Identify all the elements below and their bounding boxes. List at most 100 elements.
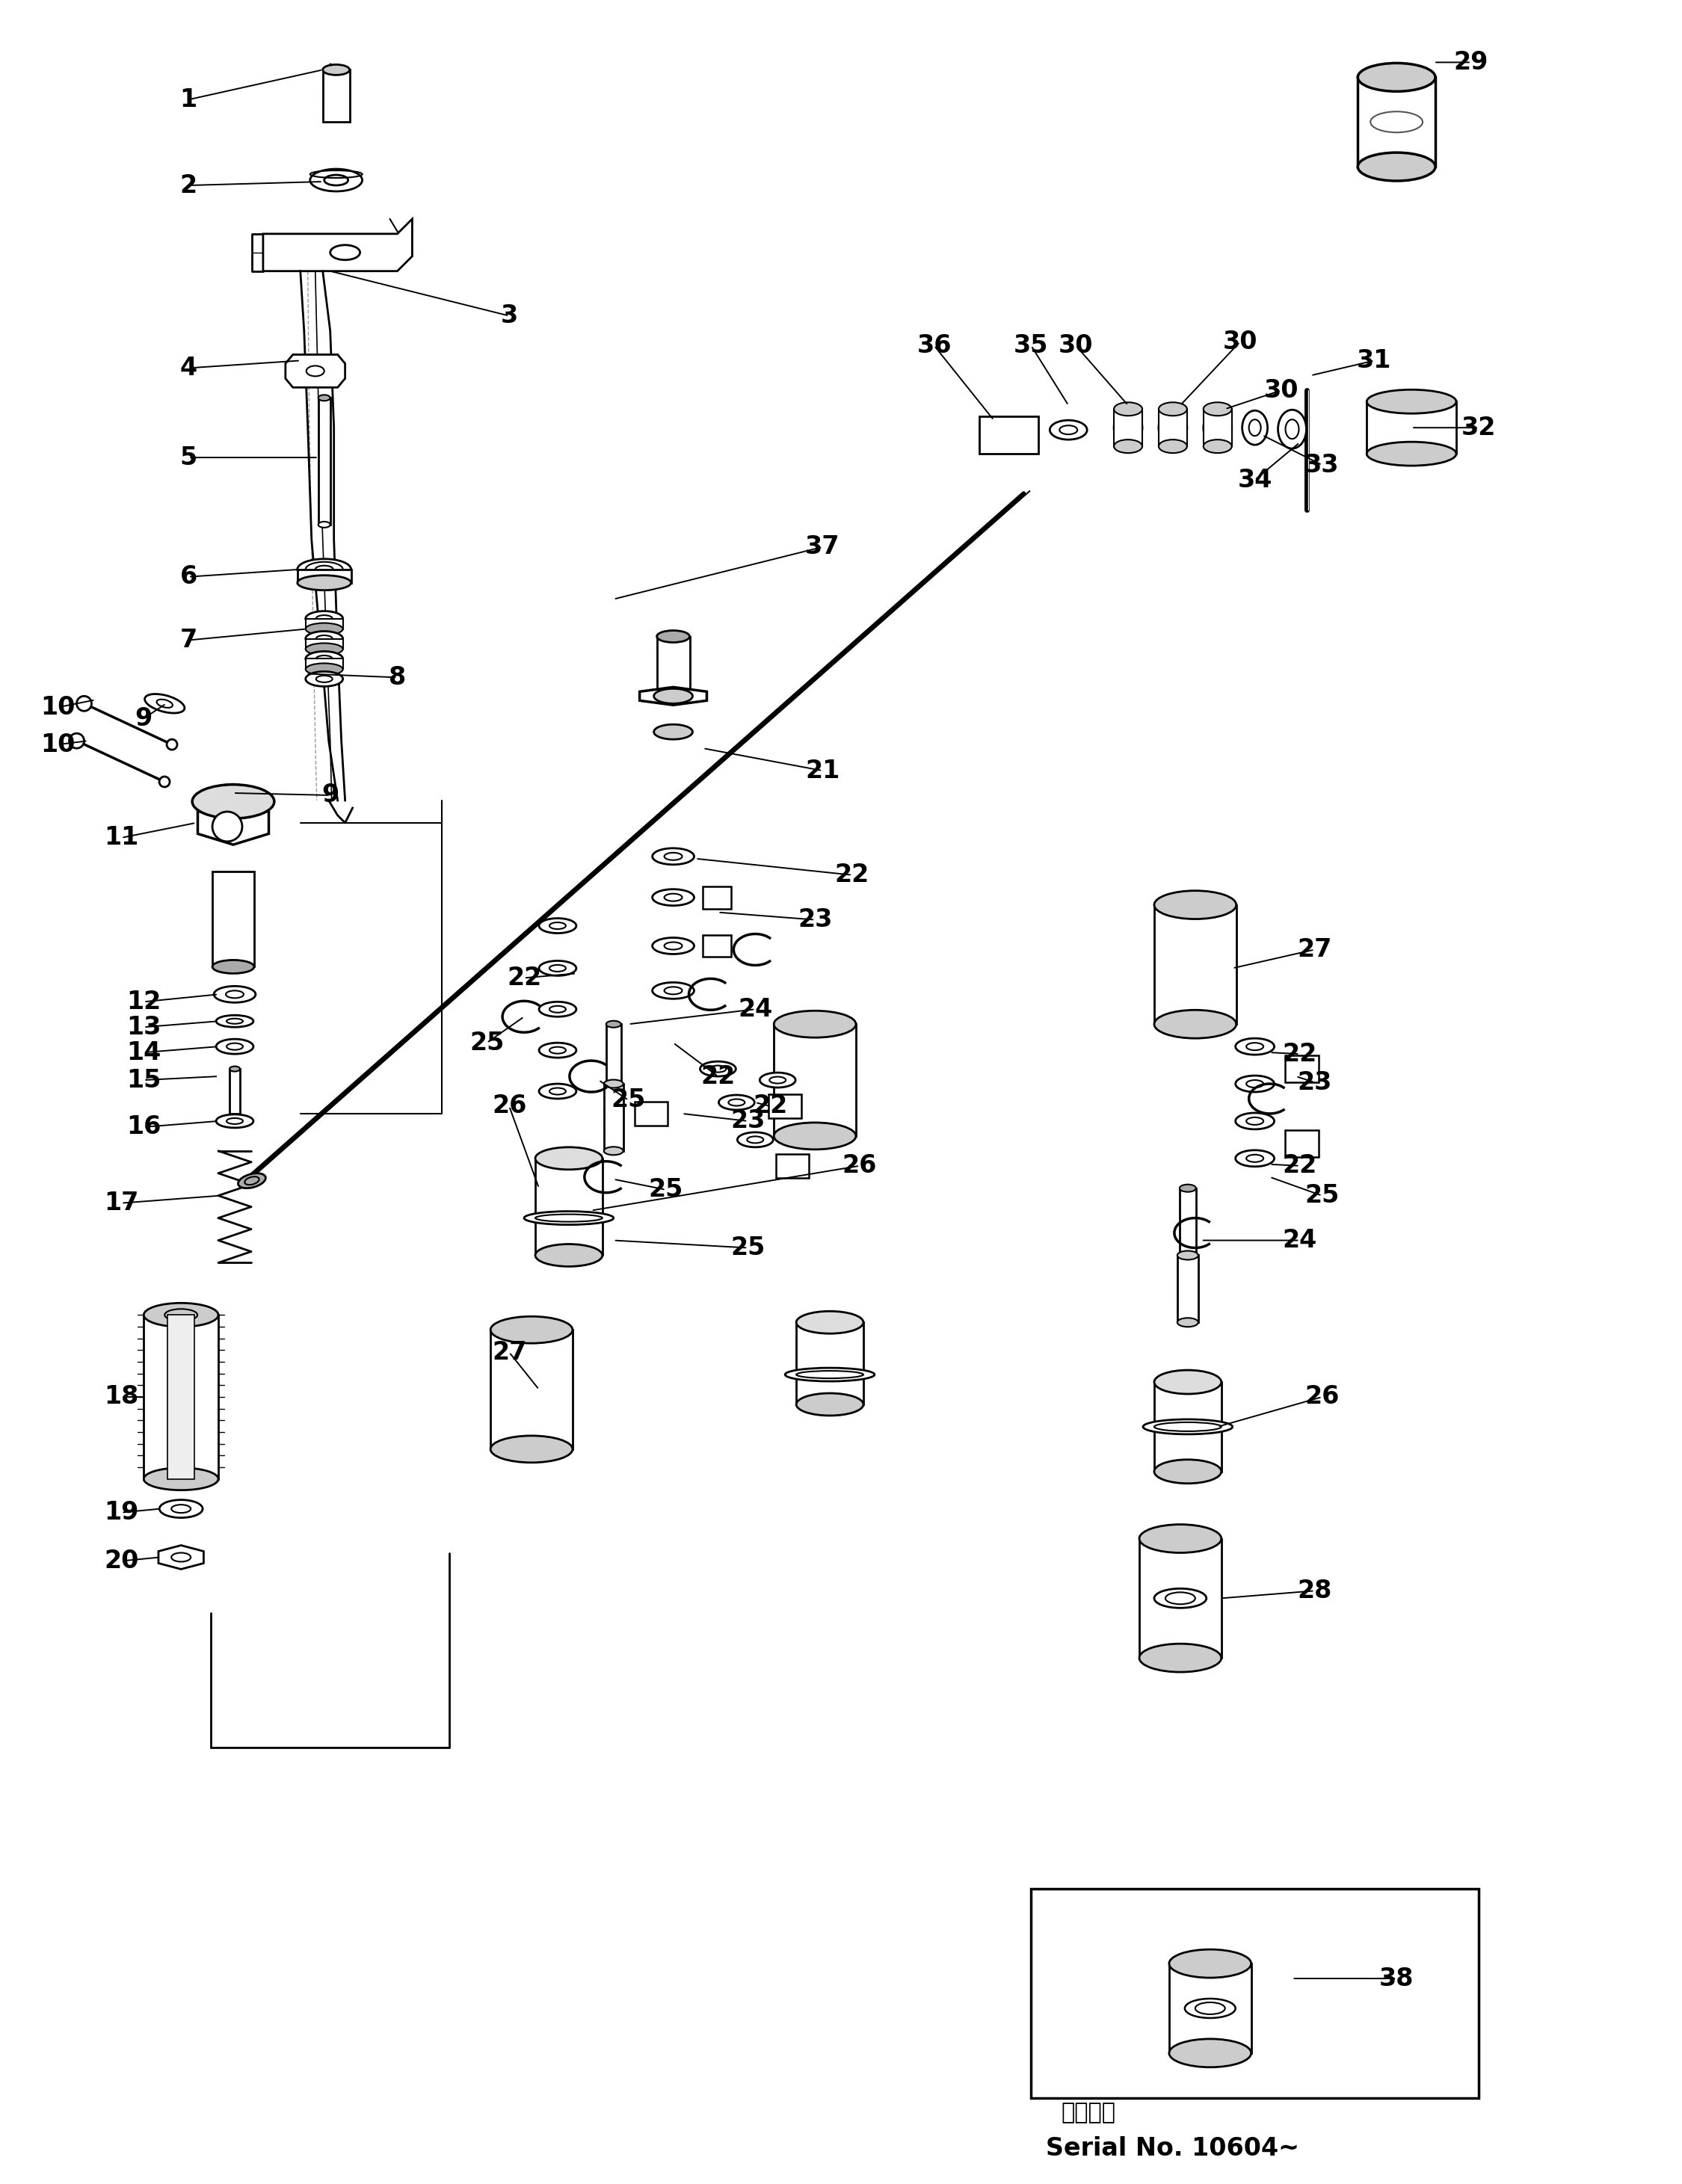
- Bar: [1177, 1256, 1198, 1321]
- Text: 30: 30: [1263, 378, 1299, 402]
- Polygon shape: [158, 1546, 204, 1568]
- Ellipse shape: [212, 961, 254, 974]
- Ellipse shape: [785, 1367, 875, 1380]
- Ellipse shape: [654, 725, 693, 740]
- Ellipse shape: [143, 1468, 219, 1489]
- Ellipse shape: [1139, 1524, 1221, 1553]
- Ellipse shape: [1357, 63, 1435, 92]
- Text: 27: 27: [1297, 937, 1332, 961]
- Ellipse shape: [1203, 402, 1231, 415]
- Ellipse shape: [1203, 408, 1231, 446]
- Text: 25: 25: [611, 1088, 646, 1112]
- Ellipse shape: [1154, 1369, 1221, 1393]
- Text: 25: 25: [469, 1031, 505, 1055]
- Ellipse shape: [604, 1079, 624, 1088]
- Ellipse shape: [1177, 1251, 1198, 1260]
- Text: 3: 3: [501, 304, 518, 328]
- Ellipse shape: [205, 784, 246, 802]
- Text: 4: 4: [180, 356, 197, 380]
- Ellipse shape: [1113, 439, 1142, 452]
- Ellipse shape: [535, 1245, 602, 1267]
- Ellipse shape: [604, 1147, 624, 1155]
- Bar: [212, 871, 254, 968]
- Text: 5: 5: [180, 446, 197, 470]
- Bar: [1139, 1538, 1221, 1658]
- Ellipse shape: [215, 1114, 254, 1127]
- Text: 12: 12: [126, 989, 161, 1013]
- Text: 16: 16: [126, 1114, 161, 1140]
- Ellipse shape: [239, 1173, 266, 1188]
- Ellipse shape: [986, 424, 1031, 446]
- Ellipse shape: [653, 937, 695, 954]
- Text: 15: 15: [126, 1068, 161, 1092]
- Bar: [796, 1321, 863, 1404]
- Bar: [1179, 1188, 1196, 1256]
- Ellipse shape: [1154, 1459, 1221, 1483]
- Text: 30: 30: [1058, 334, 1093, 358]
- Ellipse shape: [1236, 1114, 1275, 1129]
- Text: 9: 9: [321, 782, 338, 808]
- Bar: [979, 417, 1038, 454]
- Ellipse shape: [214, 987, 256, 1002]
- Ellipse shape: [1367, 441, 1457, 465]
- Text: 22: 22: [506, 965, 542, 989]
- Polygon shape: [262, 218, 412, 271]
- Ellipse shape: [796, 1310, 863, 1334]
- Bar: [1154, 1382, 1221, 1472]
- Ellipse shape: [143, 1304, 219, 1328]
- Circle shape: [167, 740, 177, 749]
- Text: 1: 1: [180, 87, 197, 111]
- Ellipse shape: [160, 1500, 202, 1518]
- Text: 17: 17: [104, 1190, 138, 1216]
- Text: 22: 22: [754, 1094, 787, 1118]
- Ellipse shape: [1236, 1151, 1275, 1166]
- Ellipse shape: [774, 1123, 856, 1149]
- Bar: [1169, 1963, 1251, 2053]
- Ellipse shape: [538, 1002, 577, 1018]
- Circle shape: [77, 697, 91, 712]
- Text: 2: 2: [180, 173, 197, 199]
- Text: 26: 26: [1305, 1385, 1339, 1409]
- Ellipse shape: [145, 695, 185, 714]
- Ellipse shape: [1184, 1998, 1236, 2018]
- Circle shape: [212, 812, 242, 841]
- Bar: [229, 1068, 241, 1114]
- Bar: [604, 1083, 624, 1151]
- Text: Serial No. 10604~: Serial No. 10604~: [1046, 2136, 1300, 2160]
- Text: 21: 21: [806, 758, 839, 784]
- Polygon shape: [198, 802, 269, 845]
- Ellipse shape: [796, 1393, 863, 1415]
- Ellipse shape: [1154, 1009, 1236, 1037]
- Ellipse shape: [318, 522, 330, 529]
- Bar: [1285, 1129, 1319, 1158]
- Ellipse shape: [1159, 408, 1187, 446]
- Text: 34: 34: [1238, 467, 1272, 491]
- Text: 9: 9: [135, 705, 153, 732]
- Bar: [1031, 1889, 1478, 2099]
- Ellipse shape: [306, 651, 343, 666]
- Bar: [1154, 904, 1236, 1024]
- Ellipse shape: [1243, 411, 1268, 446]
- Ellipse shape: [760, 1072, 796, 1088]
- Ellipse shape: [306, 631, 343, 646]
- Ellipse shape: [298, 574, 352, 590]
- Bar: [775, 1153, 809, 1177]
- Ellipse shape: [491, 1435, 572, 1463]
- Polygon shape: [286, 354, 345, 387]
- Ellipse shape: [1236, 1075, 1275, 1092]
- Ellipse shape: [1050, 419, 1087, 439]
- Ellipse shape: [1154, 1588, 1206, 1607]
- Ellipse shape: [653, 847, 695, 865]
- Ellipse shape: [1278, 411, 1307, 448]
- Ellipse shape: [1357, 153, 1435, 181]
- Ellipse shape: [491, 1317, 572, 1343]
- Ellipse shape: [1159, 402, 1187, 415]
- Ellipse shape: [306, 612, 343, 627]
- Ellipse shape: [1169, 1950, 1251, 1979]
- Text: 25: 25: [1305, 1184, 1339, 1208]
- Text: 24: 24: [1282, 1227, 1317, 1254]
- Text: 10: 10: [40, 732, 76, 758]
- Text: 24: 24: [738, 996, 772, 1022]
- Text: 29: 29: [1453, 50, 1489, 74]
- Text: 33: 33: [1305, 452, 1339, 478]
